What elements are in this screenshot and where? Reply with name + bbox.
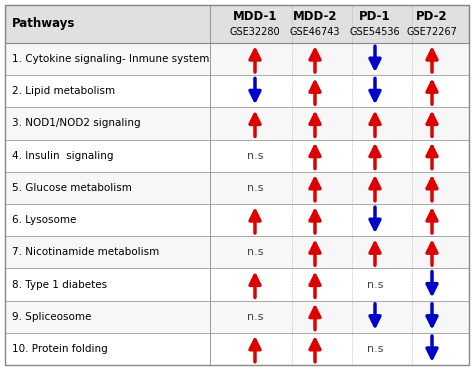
Bar [5, 5, 469, 43]
Bar [5, 204, 469, 236]
Bar [5, 43, 469, 75]
Bar [5, 333, 469, 365]
Text: n.s: n.s [367, 279, 383, 289]
Bar [5, 75, 469, 107]
Text: GSE32280: GSE32280 [230, 27, 280, 37]
Text: Pathways: Pathways [12, 17, 75, 30]
Text: 3. NOD1/NOD2 signaling: 3. NOD1/NOD2 signaling [12, 118, 141, 128]
Text: 6. Lysosome: 6. Lysosome [12, 215, 76, 225]
Text: 10. Protein folding: 10. Protein folding [12, 344, 108, 354]
Text: n.s: n.s [247, 151, 263, 161]
Text: n.s: n.s [247, 183, 263, 193]
Text: n.s: n.s [247, 312, 263, 322]
Bar [5, 107, 469, 139]
Text: GSE72267: GSE72267 [407, 27, 457, 37]
Text: MDD-1: MDD-1 [233, 10, 277, 23]
Bar [5, 139, 469, 172]
Bar [5, 172, 469, 204]
Bar [5, 268, 469, 300]
Text: 9. Spliceosome: 9. Spliceosome [12, 312, 91, 322]
Text: 5. Glucose metabolism: 5. Glucose metabolism [12, 183, 132, 193]
Text: 2. Lipid metabolism: 2. Lipid metabolism [12, 86, 115, 96]
Text: PD-2: PD-2 [416, 10, 448, 23]
Bar [5, 300, 469, 333]
Text: GSE54536: GSE54536 [350, 27, 401, 37]
Text: GSE46743: GSE46743 [290, 27, 340, 37]
Text: n.s: n.s [367, 344, 383, 354]
Text: 1. Cytokine signaling- Inmune system: 1. Cytokine signaling- Inmune system [12, 54, 210, 64]
Text: 7. Nicotinamide metabolism: 7. Nicotinamide metabolism [12, 247, 159, 257]
Text: 8. Type 1 diabetes: 8. Type 1 diabetes [12, 279, 107, 289]
Text: PD-1: PD-1 [359, 10, 391, 23]
Text: n.s: n.s [247, 247, 263, 257]
Text: MDD-2: MDD-2 [293, 10, 337, 23]
Text: 4. Insulin  signaling: 4. Insulin signaling [12, 151, 113, 161]
Bar [5, 236, 469, 268]
